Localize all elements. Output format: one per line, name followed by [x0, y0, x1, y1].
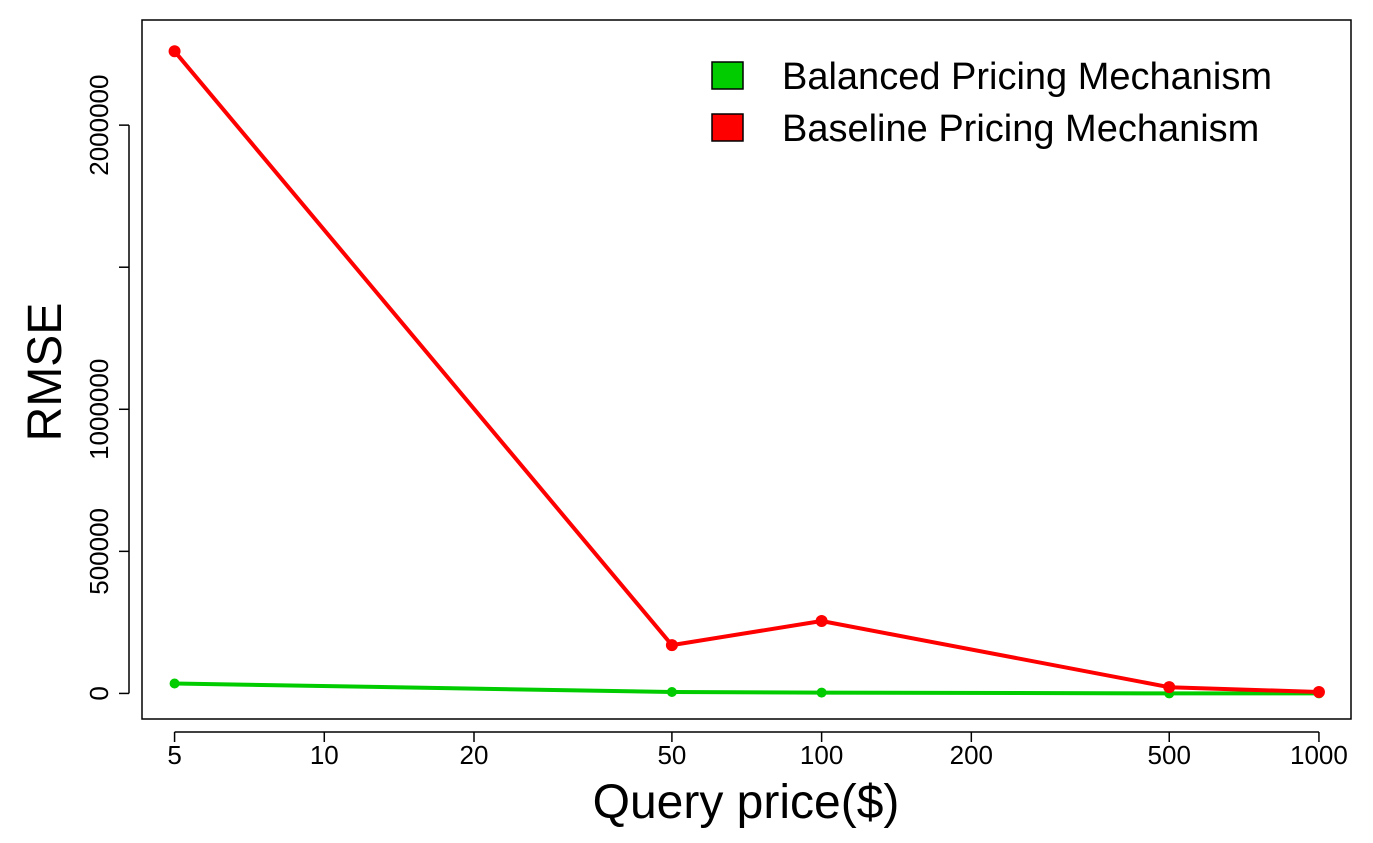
data-point	[815, 614, 828, 627]
data-point	[169, 678, 180, 689]
y-tick-label: 2000000	[84, 75, 114, 176]
x-tick-label: 500	[1148, 740, 1191, 770]
y-tick-label: 0	[84, 686, 114, 700]
legend-item: Balanced Pricing Mechanism	[711, 56, 1272, 98]
series-baseline-pricing-mechanism	[168, 45, 1325, 699]
legend-item: Baseline Pricing Mechanism	[711, 108, 1259, 150]
x-tick-label: 200	[950, 740, 993, 770]
data-point	[1163, 681, 1176, 694]
x-tick-label: 100	[800, 740, 843, 770]
legend-swatch	[711, 61, 744, 90]
x-tick-label: 1000	[1290, 740, 1348, 770]
y-axis: 0 500000 1000000 2000000	[84, 75, 130, 701]
legend: Balanced Pricing Mechanism Baseline Prici…	[711, 56, 1272, 150]
legend-label: Baseline Pricing Mechanism	[782, 108, 1259, 150]
x-axis-title: Query price($)	[593, 776, 900, 829]
data-point	[665, 639, 678, 652]
y-axis-title: RMSE	[19, 303, 72, 442]
legend-swatch	[711, 113, 744, 142]
series-layer	[168, 45, 1325, 699]
data-point	[666, 687, 677, 698]
x-tick-label: 20	[460, 740, 489, 770]
data-point	[816, 687, 827, 698]
x-tick-label: 5	[167, 740, 181, 770]
legend-label: Balanced Pricing Mechanism	[782, 56, 1272, 98]
data-point	[168, 45, 181, 58]
data-point	[1312, 686, 1325, 699]
plot-frame	[141, 19, 1352, 720]
x-tick-label: 50	[657, 740, 686, 770]
x-axis: 5 10 20 50 100 200 500 1000	[167, 731, 1348, 770]
y-tick-label: 500000	[84, 508, 114, 595]
x-tick-label: 10	[310, 740, 339, 770]
y-tick-label: 1000000	[84, 359, 114, 460]
series-balanced-pricing-mechanism	[169, 678, 1324, 699]
